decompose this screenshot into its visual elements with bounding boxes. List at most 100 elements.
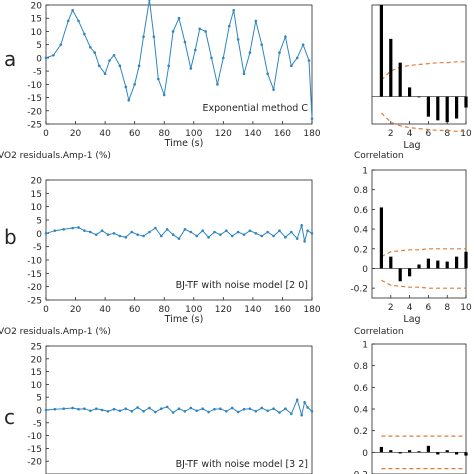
- residual-point: [213, 230, 216, 234]
- residual-point: [44, 56, 48, 60]
- correlation-bar: [389, 450, 393, 453]
- residual-point: [142, 234, 145, 238]
- panel-c-residual-title: VO2 residuals.Amp-1 (%): [0, 327, 111, 337]
- y-tick-label: -20: [27, 283, 42, 293]
- residual-point: [260, 406, 264, 410]
- residual-point: [219, 407, 222, 411]
- x-tick-label: 160: [274, 305, 291, 315]
- residual-point: [189, 230, 193, 234]
- panel-b-corr-title: Correlation: [354, 151, 404, 161]
- correlation-bar: [426, 445, 430, 453]
- residual-point: [278, 411, 281, 414]
- panel-letter-c: c: [4, 405, 15, 429]
- y-tick-label: 0: [36, 407, 42, 417]
- residual-point: [97, 64, 101, 68]
- correlation-bar: [398, 268, 402, 282]
- residual-point: [44, 232, 48, 235]
- residual-point: [266, 230, 269, 234]
- y-tick-label: -15: [27, 445, 42, 455]
- x-tick-label: 0: [43, 129, 49, 139]
- y-tick-label: -25: [27, 297, 42, 307]
- residual-point: [224, 229, 228, 232]
- residual-point: [284, 35, 287, 39]
- residual-point: [100, 229, 104, 232]
- residual-point: [248, 407, 252, 411]
- residual-point: [62, 407, 66, 411]
- y-tick-label: 20: [31, 355, 43, 365]
- residual-axes-frame-a: [45, 4, 313, 125]
- residual-point: [300, 413, 303, 417]
- residual-point: [216, 83, 219, 86]
- residual-point: [44, 408, 48, 412]
- x-tick-label: 60: [129, 305, 141, 315]
- x-tick-label: 80: [158, 129, 170, 139]
- residual-point: [195, 409, 199, 413]
- residual-point: [303, 240, 306, 243]
- residual-point: [236, 410, 240, 414]
- residual-point: [148, 406, 151, 410]
- correlation-bar: [436, 452, 440, 455]
- residual-point: [136, 406, 139, 409]
- correlation-bar: [398, 62, 402, 97]
- residual-point: [106, 409, 110, 413]
- correlation-bar: [417, 264, 421, 269]
- correlation-axes-frame-b: [371, 169, 467, 299]
- x-tick-label: 160: [274, 129, 291, 139]
- residual-point: [183, 409, 187, 413]
- residual-point: [227, 24, 231, 28]
- y-tick-label: 10: [31, 28, 43, 38]
- y-tick-label: 15: [31, 368, 42, 378]
- corr-y-tick-label: 0.4: [354, 226, 369, 236]
- correlation-bar: [455, 452, 459, 455]
- residual-point: [183, 228, 187, 231]
- residual-axes-frame-b: [45, 179, 313, 301]
- residual-point: [242, 233, 246, 236]
- residual-point: [310, 117, 314, 121]
- panel-a-xlabel: Time (s): [164, 138, 204, 149]
- correlation-bar: [408, 87, 412, 97]
- residual-point: [183, 40, 187, 44]
- residual-series-line: [45, 225, 313, 242]
- corr-y-tick-label: 1: [362, 167, 368, 177]
- correlation-bar: [445, 261, 449, 269]
- residual-point: [290, 64, 293, 68]
- y-tick-label: 10: [31, 203, 43, 213]
- y-tick-label: -10: [27, 81, 42, 91]
- residual-point: [248, 51, 252, 54]
- residual-point: [242, 72, 246, 76]
- residual-point: [284, 236, 287, 239]
- correlation-bar: [436, 96, 440, 121]
- residual-point: [136, 233, 139, 236]
- residual-point: [201, 407, 204, 411]
- lower-confidence-bound: [381, 279, 466, 289]
- residual-point: [171, 233, 175, 236]
- residual-point: [242, 407, 246, 411]
- corr-x-tick-label: 6: [426, 303, 432, 313]
- residual-point: [137, 64, 141, 68]
- residual-point: [162, 93, 166, 97]
- y-tick-label: -5: [33, 243, 42, 253]
- y-tick-label: 15: [31, 190, 42, 200]
- residual-point: [159, 234, 163, 238]
- residual-point: [154, 226, 157, 230]
- corr-y-tick-label: 0: [362, 449, 368, 459]
- x-tick-label: 180: [303, 305, 320, 315]
- residual-point: [124, 236, 128, 239]
- x-tick-label: 180: [303, 129, 320, 139]
- correlation-bar: [445, 96, 449, 123]
- residual-point: [310, 232, 314, 235]
- residual-point: [77, 19, 80, 23]
- residual-point: [236, 230, 240, 234]
- residual-point: [83, 32, 86, 36]
- panel-b-lag-label: Lag: [403, 314, 420, 325]
- residual-point: [260, 43, 264, 46]
- residual-point: [71, 406, 74, 410]
- corr-x-tick-label: 10: [460, 129, 472, 139]
- residual-point: [177, 407, 181, 411]
- residual-point: [118, 64, 122, 68]
- panel-a-annotation: Exponential method C: [202, 103, 308, 114]
- corr-y-tick-label: -0.2: [350, 471, 368, 474]
- residual-point: [103, 72, 107, 76]
- residual-point: [71, 226, 74, 230]
- residual-point: [295, 56, 299, 60]
